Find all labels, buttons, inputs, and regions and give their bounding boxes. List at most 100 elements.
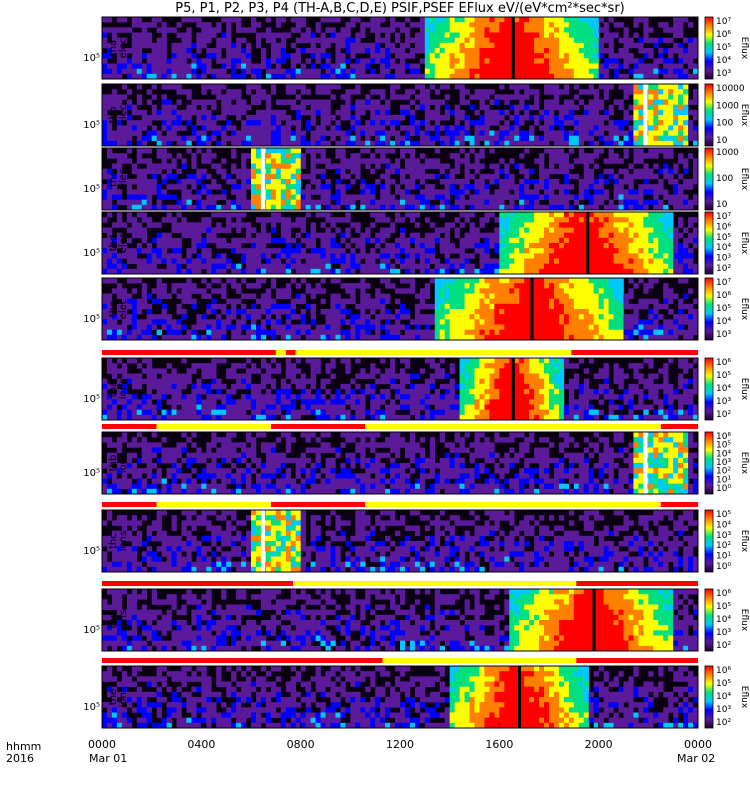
y-tick-label: 10⁵ <box>83 184 100 195</box>
noise-cells <box>102 589 699 652</box>
colorbar-tick-label: 10² <box>716 718 731 728</box>
page-title: P5, P1, P2, P3, P4 (TH-A,B,C,D,E) PSIF,P… <box>175 1 625 16</box>
noise-cells <box>102 212 699 275</box>
y-tick-label: 10⁵ <box>83 120 100 131</box>
colorbar-tick-label: 10⁶ <box>716 222 731 232</box>
colorbar <box>704 431 714 495</box>
colorbar-tick-label: 1000 <box>716 148 739 158</box>
panel-probe-label: tha <box>108 40 119 56</box>
colorbar-tick-label: 10 <box>716 200 728 210</box>
flag-segment <box>576 581 698 586</box>
panel-the-ions: the ions 10⁵ 10⁶ 10⁵ 10⁴ 10³ 10² Eflux <box>83 665 749 729</box>
panel-thb-elec: thb elec 10⁵ 10000 1000 100 10 Eflux <box>83 83 749 147</box>
panel-probe-label: the <box>108 301 119 317</box>
colorbar-tick-label: 10⁴ <box>716 615 731 625</box>
mode-flag-bar <box>102 581 698 586</box>
panel-species-label: ions <box>118 687 129 707</box>
flag-segment <box>156 502 271 507</box>
panel-species-label: ions <box>118 379 129 399</box>
flag-segment <box>270 502 366 507</box>
colorbar <box>704 277 714 341</box>
colorbar <box>704 16 714 80</box>
colorbar-tick-label: 10¹ <box>716 552 731 562</box>
colorbar-tick-label: 10³ <box>716 397 731 407</box>
colorbar-axis-label: Eflux <box>739 530 749 553</box>
colorbar-tick-label: 10⁷ <box>716 17 731 27</box>
panel-frame <box>101 277 699 341</box>
flag-segment <box>285 350 296 355</box>
colorbar-tick-label: 10⁴ <box>716 56 731 66</box>
flag-segment <box>576 658 698 663</box>
flag-segment <box>156 424 271 429</box>
y-tick-label: 10⁵ <box>83 702 100 713</box>
colorbar-axis-label: Eflux <box>739 686 749 709</box>
colorbar-tick-label: 10⁵ <box>716 441 731 451</box>
colorbar-tick-label: 10⁴ <box>716 243 731 253</box>
mode-flag-bar <box>102 350 698 355</box>
panel-probe-label: tha <box>108 381 119 397</box>
colorbar-tick-label: 10 <box>716 136 728 146</box>
flag-segment <box>102 581 294 586</box>
panel-species-label: elec <box>118 169 129 190</box>
colorbar <box>704 588 714 652</box>
flag-segment <box>270 424 366 429</box>
noise-cells <box>102 666 699 729</box>
mode-flag-bar <box>102 502 699 507</box>
panel-probe-label: thd <box>108 235 119 252</box>
y-tick-label: 10⁵ <box>83 53 100 64</box>
panel-tha-elec: tha elec 10⁵ 10⁷ 10⁶ 10⁵ 10⁴ 10³ Eflux <box>83 16 749 80</box>
y-tick-label: 10⁵ <box>83 625 100 636</box>
colorbar <box>704 509 714 573</box>
panel-frame <box>101 147 699 211</box>
noise-cells <box>102 510 699 573</box>
colorbar-tick-label: 10⁴ <box>716 317 731 327</box>
colorbar-tick-label: 10³ <box>716 254 731 264</box>
data-gap-stripe <box>643 84 648 146</box>
panel-probe-label: thc <box>108 533 119 549</box>
colorbar-tick-label: 10³ <box>716 531 731 541</box>
panel-species-label: ions <box>118 610 129 630</box>
colorbar-tick-label: 10⁰ <box>716 484 731 494</box>
colorbar-axis-label: Eflux <box>739 168 749 191</box>
year-label: 2016 <box>6 752 34 765</box>
colorbar-tick-label: 10⁶ <box>716 589 731 599</box>
core-gap <box>511 17 515 79</box>
colorbar-axis-label: Eflux <box>739 378 749 401</box>
x-tick-label: 0800 <box>287 738 315 751</box>
mode-flag-bar <box>102 658 698 663</box>
panel-thc-elec: thc elec 10⁵ 1000 100 10 Eflux <box>83 147 749 211</box>
colorbar-tick-label: 10⁵ <box>716 679 731 689</box>
panel-frame <box>101 431 699 495</box>
x-tick-label: 1600 <box>485 738 513 751</box>
colorbar-tick-label: 10000 <box>716 84 745 94</box>
panel-probe-label: thb <box>108 455 119 472</box>
x-tick-label: 2000 <box>585 738 613 751</box>
data-gap-stripe <box>260 148 265 210</box>
flag-segment <box>102 502 157 507</box>
colorbar <box>704 357 714 421</box>
colorbar-tick-label: 100 <box>716 119 733 129</box>
colorbar-tick-label: 10² <box>716 467 731 477</box>
colorbar-tick-label: 10⁵ <box>716 43 731 53</box>
noise-cells <box>102 148 699 211</box>
core-gap <box>586 212 590 274</box>
colorbar-tick-label: 10⁵ <box>716 233 731 243</box>
colorbar-tick-label: 10¹ <box>716 475 731 485</box>
colorbar-axis-label: Eflux <box>739 609 749 632</box>
colorbar <box>704 211 714 275</box>
panel-probe-label: thd <box>108 612 119 629</box>
flag-segment <box>102 424 157 429</box>
panel-species-label: elec <box>118 38 129 59</box>
colorbar-tick-label: 10⁶ <box>716 291 731 301</box>
colorbar-tick-label: 10⁵ <box>716 602 731 612</box>
panel-thd-ions: thd ions 10⁵ 10⁶ 10⁵ 10⁴ 10³ 10² Eflux <box>83 588 749 652</box>
noise-cells <box>102 358 699 421</box>
flag-segment <box>275 350 286 355</box>
colorbar <box>704 83 714 147</box>
y-tick-label: 10⁵ <box>83 314 100 325</box>
colorbar-tick-label: 10⁴ <box>716 384 731 394</box>
